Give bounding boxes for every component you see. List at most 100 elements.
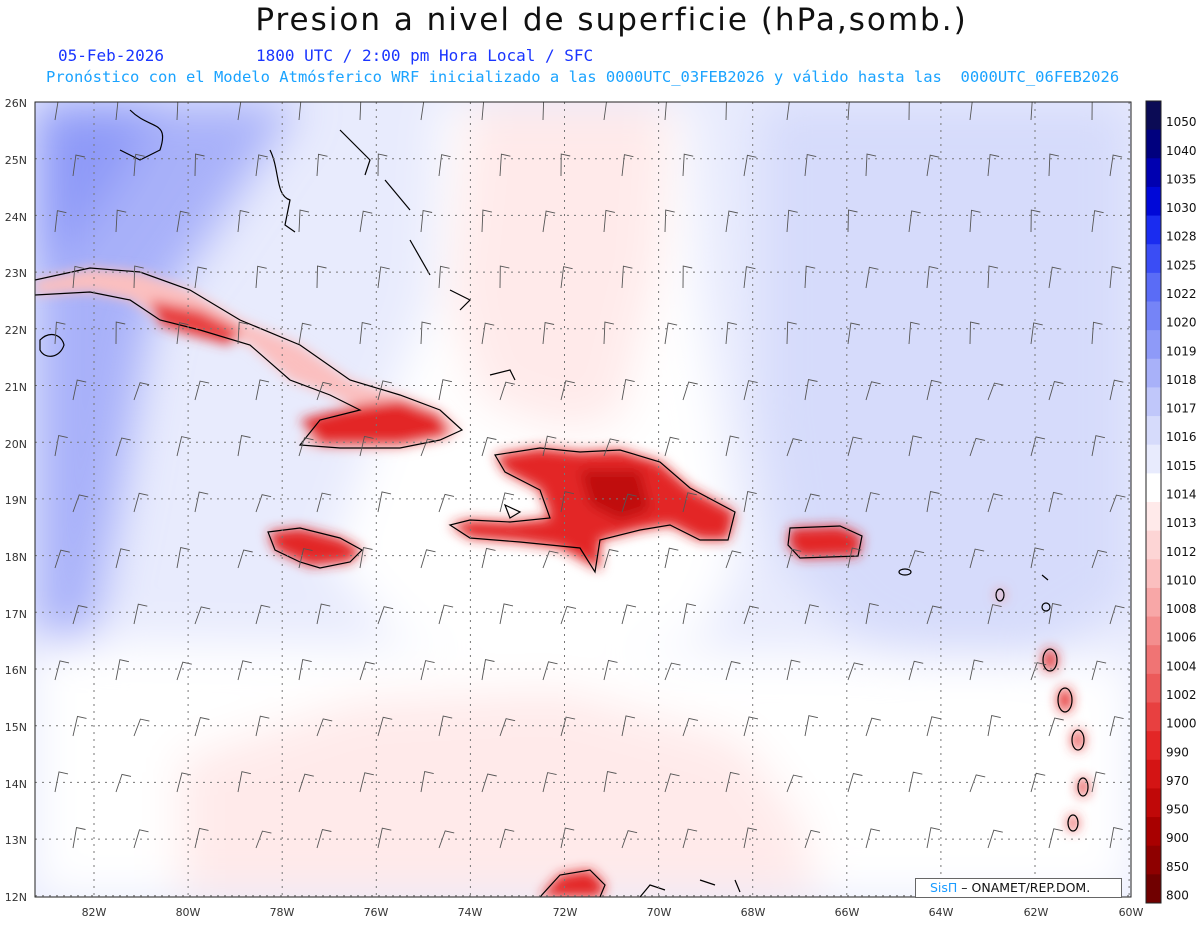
lon-label: 82W [82,906,107,919]
wind-barb [1030,102,1033,121]
wind-barb [847,772,863,793]
valid-time: 1800 UTC / 2:00 pm Hora Local / SFC [256,46,594,65]
colorbar-label: 1016 [1166,430,1197,444]
wind-barb [54,321,66,345]
wind-barb [560,605,577,625]
wind-barb [969,209,981,233]
lat-label: 23N [5,267,27,280]
wind-barb [316,153,328,177]
wind-barb [621,493,637,513]
wind-barb [969,321,980,345]
colorbar-swatch [1146,788,1161,818]
colorbar-swatch [1146,845,1161,875]
wind-barb [1030,662,1047,681]
wind-barb [664,322,678,345]
wind-barb [176,102,179,121]
wind-barb [908,321,920,345]
wind-barb [987,265,999,289]
lon-label: 64W [929,906,954,919]
wind-barb [298,102,302,121]
wind-barb [359,546,373,569]
latitude-labels: 26N 25N 24N 23N 22N 21N 20N 19N 18N 17N … [5,97,27,904]
wind-barb [359,210,373,233]
wind-barb [377,491,392,513]
colorbar-frame [1145,100,1162,904]
lat-label: 21N [5,381,27,394]
wind-barb [786,774,803,793]
colorbar-swatch [1146,101,1161,131]
wind-barb [987,382,1004,401]
colorbar-label: 1019 [1166,344,1197,358]
wind-barb [298,209,310,233]
wind-barb [481,773,497,793]
colorbar-label: 1022 [1166,287,1197,301]
wind-barb [725,771,740,793]
wind-barbs [54,102,1126,849]
wind-barb [542,102,545,121]
wind-barb [908,102,910,121]
wind-barb [908,210,921,233]
colorbar-swatch [1146,673,1161,703]
wind-barb [1109,379,1124,401]
wind-barb [969,659,984,681]
wind-barb [72,154,85,177]
wind-barb [316,603,331,625]
colorbar-swatch [1146,215,1161,245]
wind-barb [865,266,879,289]
wind-barb [560,491,574,513]
wind-barb [725,660,741,681]
lat-label: 14N [5,778,27,791]
wind-barb [194,716,210,737]
wind-barb [847,322,860,345]
wind-barb [237,771,251,793]
wind-barb [1109,154,1123,177]
wind-barb [603,438,620,457]
wind-barb [743,380,758,401]
credit-box: SisΠ – ONAMET/REP.DOM. [915,878,1122,898]
wind-barb [237,102,242,121]
lon-label: 60W [1119,906,1144,919]
lon-label: 74W [458,906,483,919]
wind-barb [237,434,251,457]
wind-barb [359,772,374,793]
wind-barb [1109,494,1126,513]
wind-barb [664,436,680,457]
lat-label: 22N [5,324,27,337]
wind-barb [499,603,514,625]
wind-barb [359,661,375,681]
lat-label: 20N [5,438,27,451]
wind-barb [298,773,314,793]
wind-barb [133,382,150,401]
lon-label: 72W [553,906,578,919]
wind-barb [438,154,451,177]
lat-label: 25N [5,154,27,167]
wind-barb [72,379,87,401]
colorbar-label: 1006 [1166,631,1197,645]
colorbar-label: 1050 [1166,115,1197,129]
wind-barb [194,266,207,289]
wind-barb [359,322,372,345]
colorbar-label: 1010 [1166,573,1197,587]
wind-barb [438,715,453,737]
wind-barb [621,830,638,849]
wind-barb [377,153,388,177]
wind-barb [72,715,87,737]
wind-barb [542,661,558,681]
sispi-logo: SisΠ [930,880,958,895]
wind-barb [133,492,149,513]
wind-barb [664,547,679,569]
wind-barb [908,550,925,569]
wind-barb [725,550,742,569]
colorbar-swatch [1146,817,1161,847]
wind-barb [1048,266,1062,289]
lon-label: 78W [270,906,295,919]
colorbar-swatch [1146,158,1161,188]
wind-barb [115,548,130,569]
wind-barb [664,662,681,681]
wind-barb [499,153,511,177]
wind-barb [743,266,756,289]
wind-barb [804,265,816,289]
colorbar-label: 1028 [1166,230,1197,244]
wind-barb [603,770,617,793]
wind-barb [560,827,575,849]
